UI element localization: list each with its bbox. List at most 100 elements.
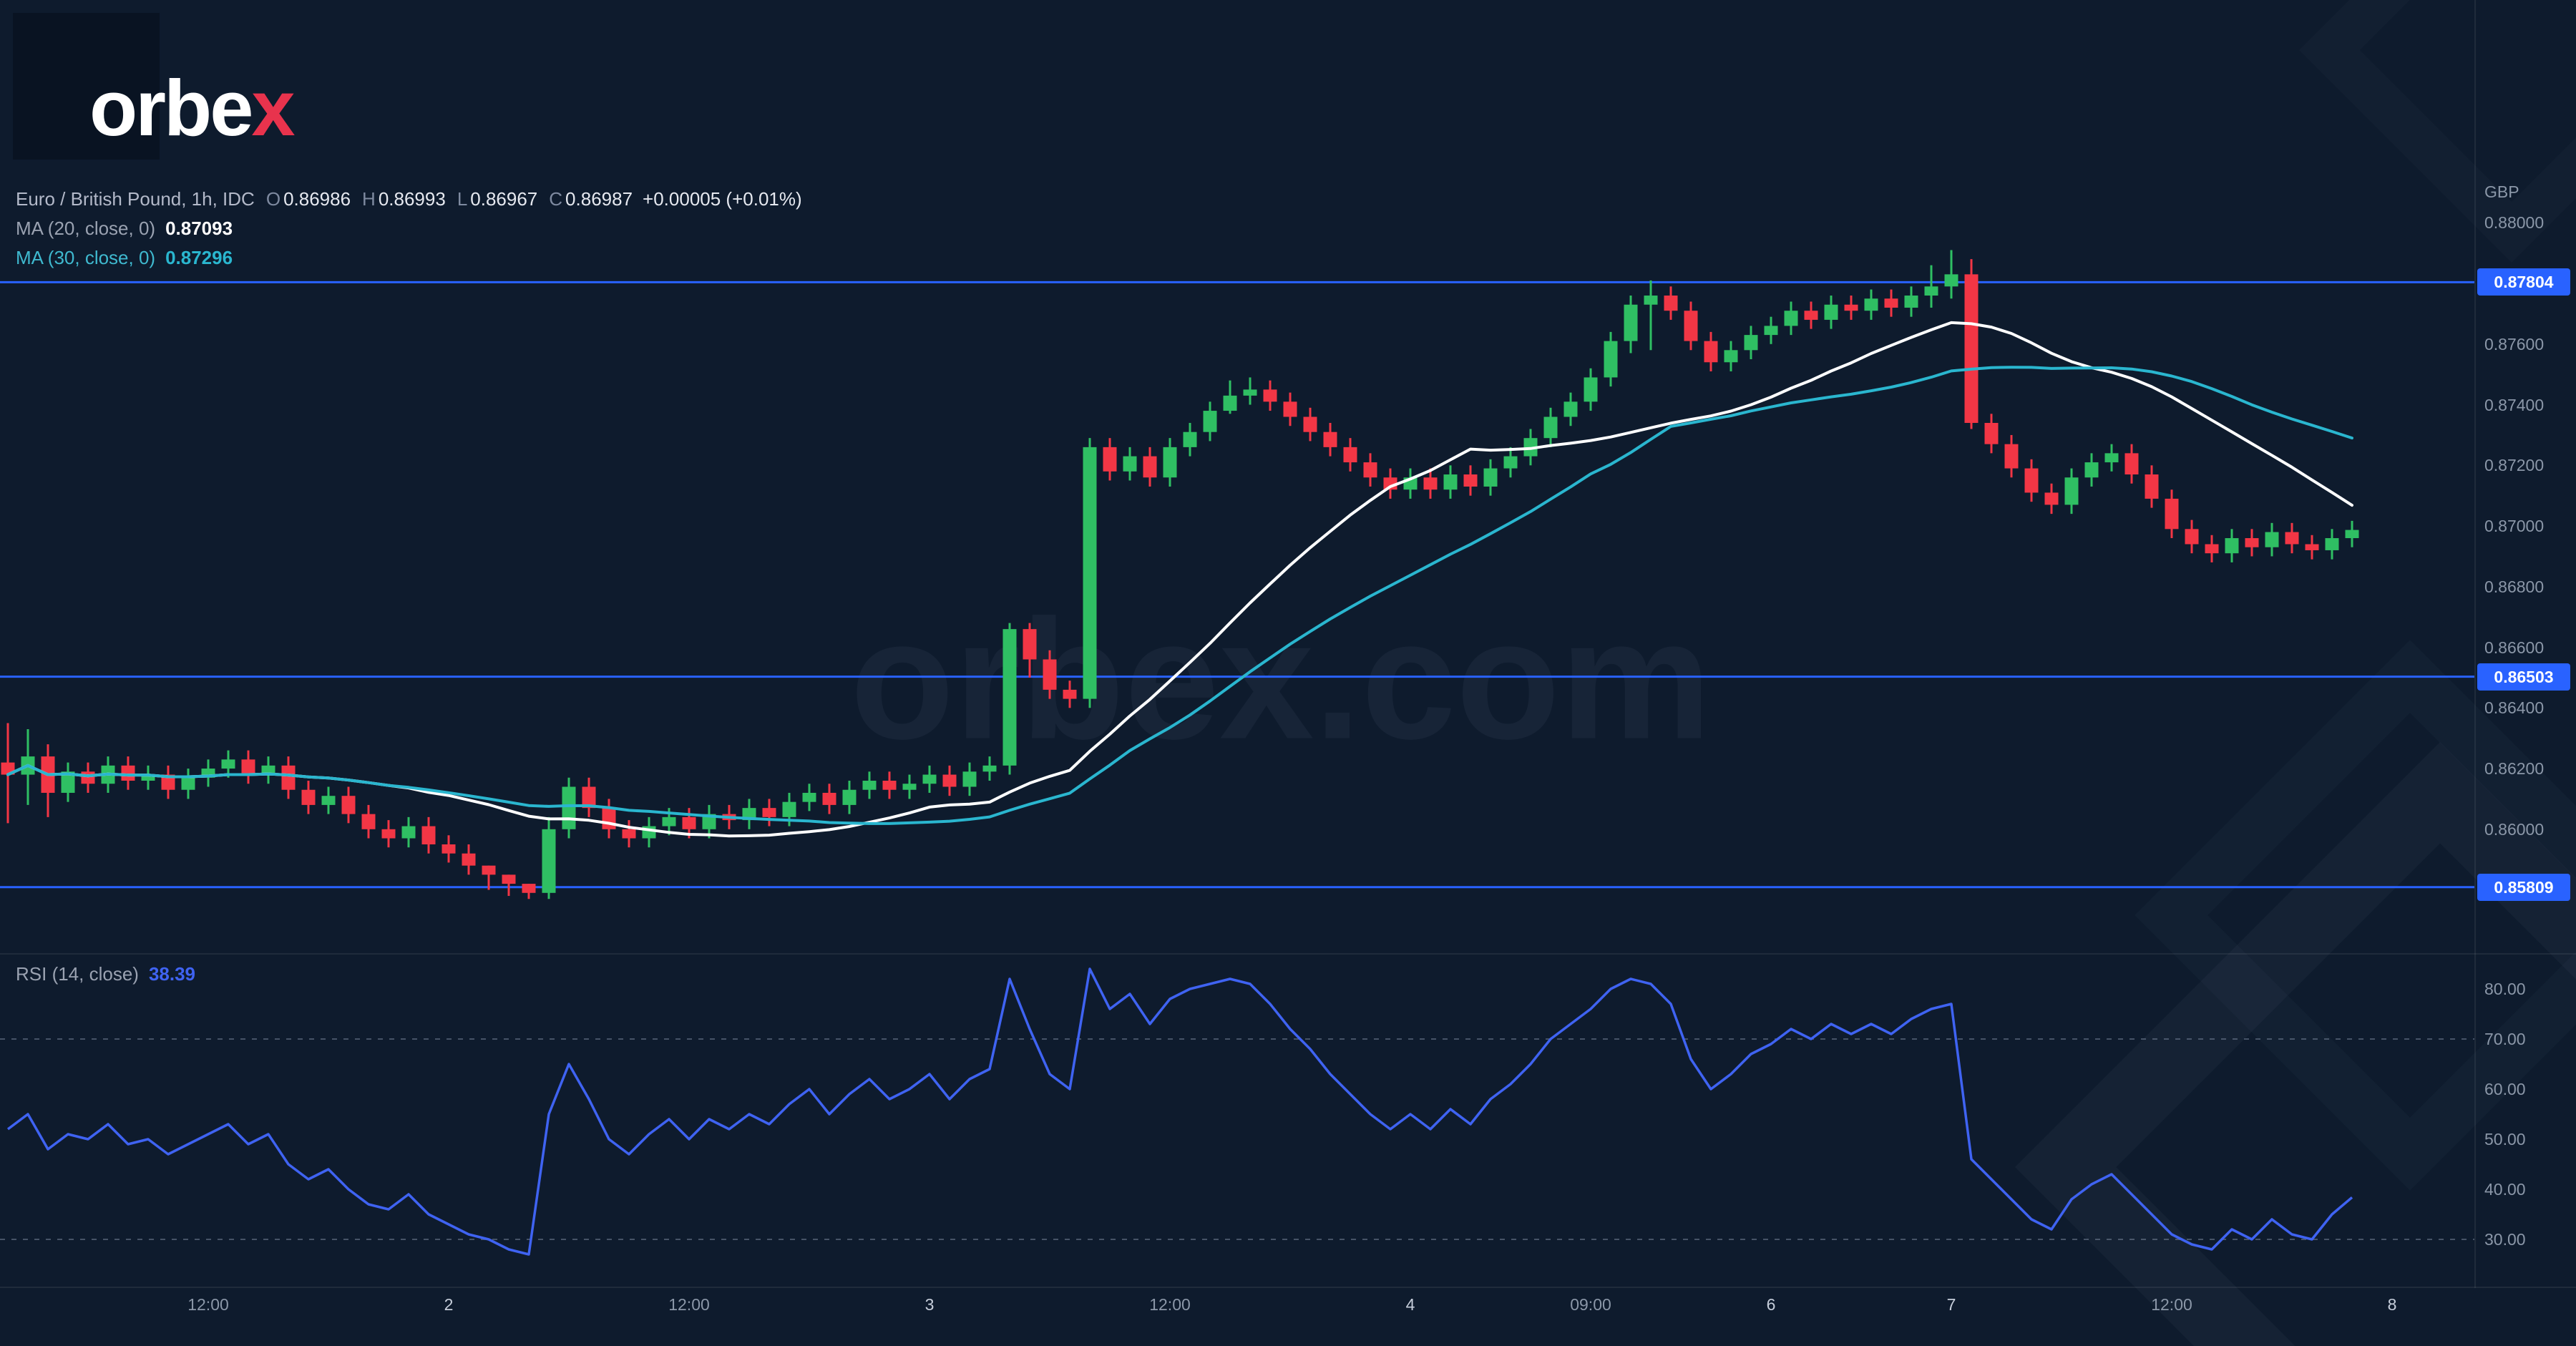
candle-body <box>441 844 456 854</box>
candle-body <box>1563 401 1578 417</box>
low-label: L <box>457 188 468 210</box>
candle-body <box>842 789 857 805</box>
rsi-label: RSI (14, close) <box>16 963 139 985</box>
candle-body <box>2245 538 2259 547</box>
high-value: 0.86993 <box>378 188 446 210</box>
rsi-axis-label: 70.00 <box>2484 1030 2526 1048</box>
candle-body <box>1944 274 1958 287</box>
ma20-row[interactable]: MA (20, close, 0) 0.87093 <box>16 214 802 243</box>
price-axis-label: 0.86200 <box>2484 759 2545 779</box>
ma30-value: 0.87296 <box>165 247 233 268</box>
candle-body <box>1864 298 1878 311</box>
candle-body <box>1503 456 1518 469</box>
candle-body <box>2165 498 2179 530</box>
candle-body <box>61 771 75 793</box>
candle-body <box>2305 544 2319 550</box>
candle-body <box>702 814 716 829</box>
candle-body <box>462 853 476 866</box>
candle-body <box>542 829 556 893</box>
candle-body <box>1423 477 1438 490</box>
candle-body <box>882 781 897 790</box>
candle-body <box>2084 462 2099 478</box>
price-axis-label: 0.87000 <box>2484 517 2545 536</box>
low-value: 0.86967 <box>470 188 538 210</box>
candle-body <box>1243 389 1257 396</box>
symbol-title[interactable]: Euro / British Pound, 1h, IDC <box>16 188 255 210</box>
candle-body <box>2145 474 2159 499</box>
candle-body <box>2285 532 2299 545</box>
rsi-axis-label: 30.00 <box>2484 1230 2526 1249</box>
time-axis-label: 12:00 <box>187 1295 229 1314</box>
candle-body <box>241 759 255 775</box>
rsi-axis-label: 60.00 <box>2484 1080 2526 1098</box>
candle-body <box>1203 411 1217 432</box>
candle-body <box>1624 304 1638 341</box>
candle-body <box>221 759 235 769</box>
pane-separator[interactable] <box>0 953 2576 955</box>
candle-body <box>522 884 536 893</box>
candle-body <box>2265 532 2279 547</box>
candle-body <box>2004 444 2019 469</box>
time-axis-label: 6 <box>1766 1295 1776 1314</box>
candle-body <box>401 826 416 839</box>
candle-body <box>1604 341 1618 378</box>
price-axis-label: 0.86800 <box>2484 577 2545 596</box>
candle-body <box>2064 477 2079 505</box>
candle-body <box>1123 456 1137 472</box>
candle-body <box>361 814 376 829</box>
candle-body <box>562 786 576 829</box>
candle-body <box>341 796 356 814</box>
candle-body <box>181 777 195 790</box>
candle-body <box>822 792 836 805</box>
candle-body <box>1443 474 1458 490</box>
symbol-row: Euro / British Pound, 1h, IDC O 0.86986 H 0.… <box>16 185 802 214</box>
candle-body <box>421 826 436 844</box>
price-level-badge[interactable]: 0.86503 <box>2477 663 2570 691</box>
price-level-badge[interactable]: 0.87804 <box>2477 268 2570 296</box>
time-axis-label: 3 <box>924 1295 935 1314</box>
candle-body <box>2205 544 2219 554</box>
candle-body <box>2345 530 2359 539</box>
candle-body <box>982 765 997 772</box>
candle-body <box>962 771 977 787</box>
candle-body <box>802 792 816 802</box>
price-axis[interactable]: GBP 0.88000 0.87600 0.87400 0.87200 0.87000 0… <box>2474 0 2576 1288</box>
chart-canvas[interactable] <box>0 0 2474 1346</box>
logo-text-x: x <box>251 64 295 152</box>
candle-body <box>1023 629 1037 660</box>
rsi-header[interactable]: RSI (14, close) 38.39 <box>16 963 195 985</box>
candle-body <box>1343 447 1357 463</box>
time-axis-label: 4 <box>1405 1295 1415 1314</box>
ma30-line <box>6 366 2353 825</box>
candle-body <box>1263 389 1277 402</box>
candle-body <box>682 816 696 829</box>
price-axis-label: 0.86000 <box>2484 819 2545 839</box>
candle-body <box>922 774 937 784</box>
candle-body <box>121 765 135 781</box>
candle-body <box>1804 311 1818 320</box>
price-axis-label: 0.87400 <box>2484 395 2545 414</box>
candle-body <box>862 781 877 790</box>
time-axis-label: 12:00 <box>1149 1295 1191 1314</box>
orbex-logo[interactable]: orbex <box>89 63 296 154</box>
candle-body <box>2104 453 2119 463</box>
candle-body <box>2185 529 2199 545</box>
candle-body <box>942 774 957 787</box>
candle-body <box>1543 416 1558 439</box>
candle-body <box>1844 304 1858 311</box>
candle-body <box>321 796 336 805</box>
open-label: O <box>265 188 281 210</box>
price-level-badge[interactable]: 0.85809 <box>2477 873 2570 901</box>
rsi-line <box>6 967 2353 1256</box>
time-axis[interactable]: 12:00 2 12:00 3 12:00 4 09:00 6 7 12:00 8 <box>0 1288 2576 1346</box>
candle-body <box>1363 462 1377 478</box>
candle-body <box>1103 447 1117 472</box>
candle-body <box>301 789 316 805</box>
price-axis-separator <box>2474 0 2476 1288</box>
candle-body <box>381 829 396 839</box>
change-value: +0.00005 (+0.01%) <box>643 188 802 210</box>
ma30-row[interactable]: MA (30, close, 0) 0.87296 <box>16 243 802 273</box>
candle-body <box>902 784 917 790</box>
price-axis-label: 0.88000 <box>2484 213 2545 233</box>
